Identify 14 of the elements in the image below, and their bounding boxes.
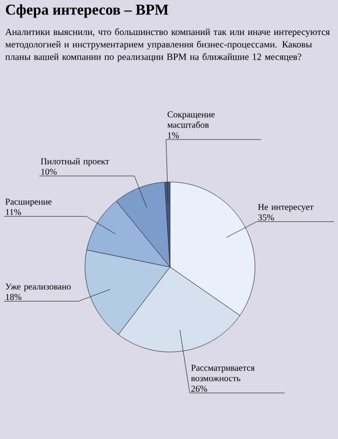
data-label: 11% xyxy=(6,209,22,216)
chart-title: Сфера интересов – BPM xyxy=(6,4,168,18)
slice-label: Расширение xyxy=(5,198,52,207)
chart-subtitle: Аналитики выяснили, что большинство компаний так или иначе интересуются методологией и инструментарием управления бизнес-процессами. Каковы планы вашей компании по реализации BPM на ближайшие 12 месяцев? xyxy=(5,28,330,62)
slice-label: Не интересует xyxy=(258,204,314,212)
slice-label: Рассматривается возможность xyxy=(191,364,255,382)
data-label: 10% xyxy=(41,168,57,175)
slice-label: Пилотный проект xyxy=(40,158,110,166)
data-label: 1% xyxy=(168,132,179,138)
data-label: 18% xyxy=(6,294,22,300)
slice-label: Сокращение масштабов xyxy=(167,111,215,128)
data-label: 26% xyxy=(191,386,208,392)
slice-label: Уже реализовано xyxy=(5,284,71,292)
data-label: 35% xyxy=(258,214,274,220)
